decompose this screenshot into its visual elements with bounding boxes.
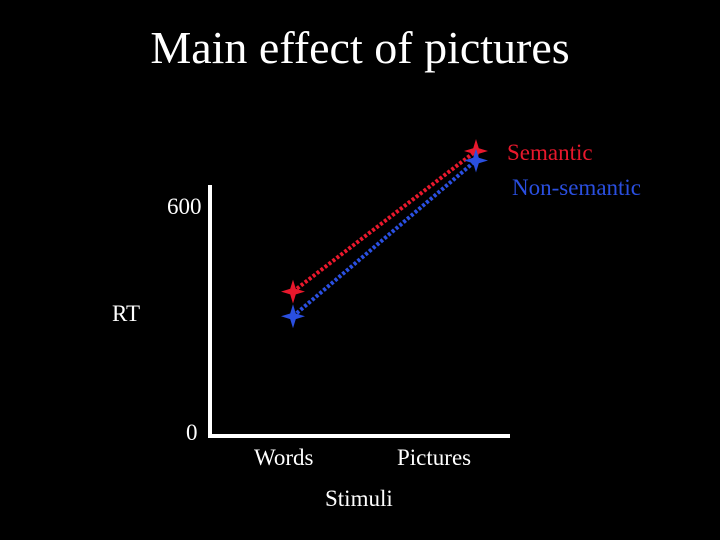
y-axis-label: RT — [112, 301, 141, 326]
data-point-non-semantic-pictures — [464, 148, 488, 173]
x-tick-label-words: Words — [254, 445, 314, 470]
data-point-semantic-words — [281, 279, 305, 304]
series-line-semantic — [291, 149, 478, 294]
x-tick-label-pictures: Pictures — [397, 445, 472, 470]
legend-non-semantic: Non-semantic — [512, 175, 642, 200]
y-tick-label-0: 0 — [186, 420, 198, 445]
series-layer — [281, 139, 488, 329]
data-point-non-semantic-words — [281, 304, 305, 329]
y-tick-label-600: 600 — [167, 194, 202, 219]
series-line-non-semantic — [291, 158, 478, 318]
legend-semantic: Semantic — [507, 140, 593, 165]
x-axis-label: Stimuli — [325, 486, 393, 511]
chart-title: Main effect of pictures — [150, 22, 570, 73]
